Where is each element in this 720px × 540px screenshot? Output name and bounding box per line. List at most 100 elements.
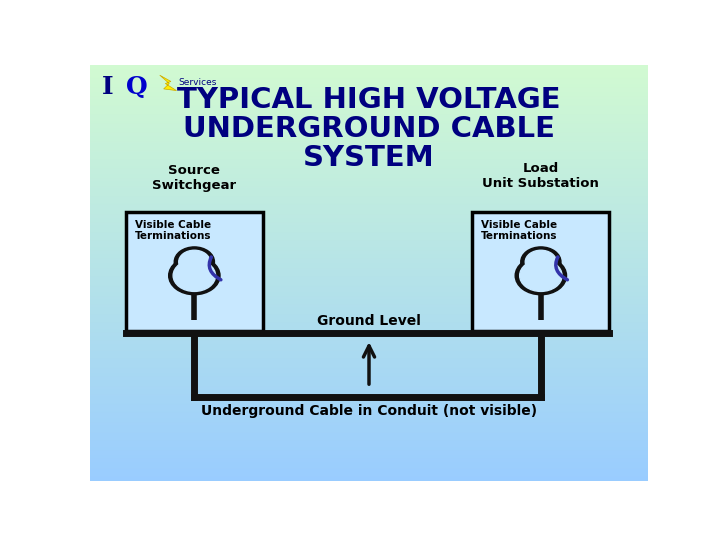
Bar (90, 280, 648, 281)
Bar (90, 458, 648, 460)
Bar (90, 141, 648, 143)
Bar (90, 213, 648, 214)
Bar (90, 172, 648, 173)
Bar (90, 453, 648, 454)
Bar (90, 205, 648, 206)
Bar (90, 176, 648, 177)
Bar (90, 270, 648, 271)
Bar (90, 359, 648, 360)
Bar (90, 156, 648, 158)
Bar (90, 403, 648, 404)
Bar (90, 338, 648, 339)
Bar (90, 309, 648, 310)
Bar (90, 230, 648, 231)
Bar (90, 298, 648, 299)
Bar (90, 190, 648, 191)
Bar (90, 420, 648, 421)
Bar (90, 181, 648, 183)
Bar (90, 352, 648, 353)
Bar (90, 145, 648, 146)
Bar (90, 133, 648, 134)
Bar (90, 356, 648, 357)
Circle shape (521, 247, 561, 277)
Bar (90, 454, 648, 456)
Bar (90, 350, 648, 352)
Bar (90, 219, 648, 220)
Bar (90, 216, 648, 217)
Bar (90, 267, 648, 268)
Bar (90, 248, 648, 249)
Bar (90, 130, 648, 131)
Bar (90, 457, 648, 458)
Bar (90, 388, 648, 389)
Bar (90, 227, 648, 228)
Bar (90, 194, 648, 195)
Bar (90, 348, 648, 349)
Bar (90, 467, 648, 468)
Bar (90, 201, 648, 202)
Bar (90, 70, 648, 72)
Bar (90, 474, 648, 475)
Text: Source
Switchgear: Source Switchgear (153, 164, 236, 192)
Bar (90, 442, 648, 443)
Bar (90, 124, 648, 126)
Bar (90, 217, 648, 219)
Bar (90, 396, 648, 397)
Bar (90, 327, 648, 328)
Bar (90, 85, 648, 87)
Bar (90, 204, 648, 205)
Text: Load
Unit Substation: Load Unit Substation (482, 161, 599, 190)
Bar (90, 353, 648, 354)
Bar (90, 273, 648, 274)
Bar (90, 282, 648, 284)
Bar (90, 188, 648, 190)
Bar (90, 253, 648, 255)
Bar (90, 87, 648, 89)
Bar (90, 101, 648, 102)
Bar (90, 471, 648, 472)
Bar (90, 329, 648, 331)
Bar (90, 341, 648, 342)
Bar (90, 366, 648, 367)
Circle shape (516, 256, 567, 295)
Bar (90, 112, 648, 113)
Bar (90, 363, 648, 364)
Bar (90, 332, 648, 334)
Bar (90, 354, 648, 356)
Bar (90, 443, 648, 444)
Bar (90, 209, 648, 210)
Bar (90, 111, 648, 112)
Bar (90, 439, 648, 441)
Bar (90, 123, 648, 124)
Bar (90, 233, 648, 234)
Bar (90, 134, 648, 136)
Bar (90, 407, 648, 409)
Bar (90, 239, 648, 241)
Bar (90, 446, 648, 447)
Bar (90, 281, 648, 282)
Bar (90, 334, 648, 335)
Bar (90, 411, 648, 413)
Bar (90, 385, 648, 386)
Bar (90, 336, 648, 338)
Bar (90, 434, 648, 435)
Bar (90, 380, 648, 381)
Bar (90, 469, 648, 471)
Bar (90, 178, 648, 180)
Bar (90, 66, 648, 68)
Bar (90, 376, 648, 378)
Text: Q: Q (126, 75, 148, 99)
Bar (90, 357, 648, 359)
Bar (90, 381, 648, 382)
Bar (90, 212, 648, 213)
Bar (90, 92, 648, 94)
Bar (90, 410, 648, 411)
Bar (90, 246, 648, 248)
Bar (90, 84, 648, 85)
Bar (90, 244, 648, 245)
Bar (90, 393, 648, 395)
Bar (90, 256, 648, 258)
Bar (90, 460, 648, 461)
Bar (90, 126, 648, 127)
Bar (90, 199, 648, 201)
